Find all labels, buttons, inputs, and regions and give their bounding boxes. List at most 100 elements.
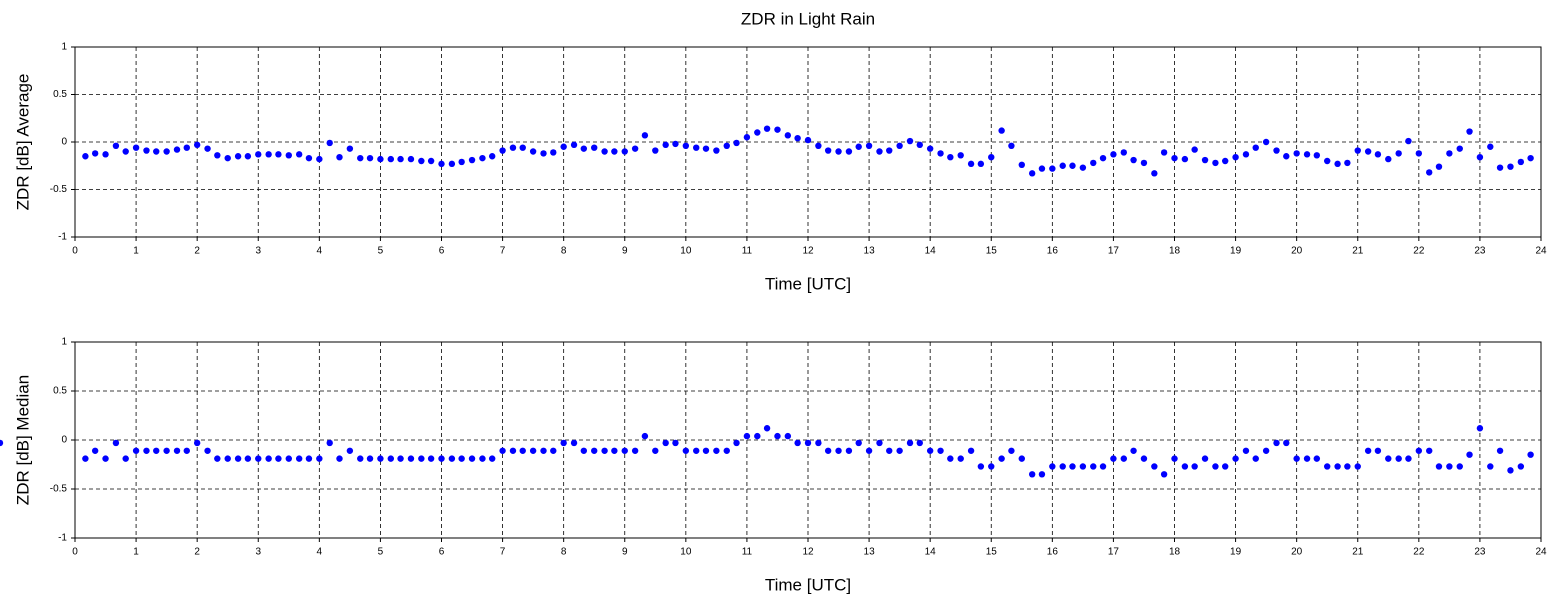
data-point [529, 447, 537, 454]
data-point [1517, 158, 1525, 166]
x-tick-label: 9 [622, 246, 628, 257]
data-point [285, 152, 292, 159]
x-tick-label: 23 [1474, 246, 1486, 257]
x-tick-label: 16 [1047, 547, 1059, 558]
data-point [1232, 154, 1239, 161]
data-point [621, 447, 628, 454]
data-point [458, 455, 465, 462]
data-point [906, 439, 914, 447]
y-tick-label: -1 [58, 533, 67, 544]
data-point [468, 455, 476, 462]
data-point [601, 148, 608, 155]
data-point [1028, 170, 1036, 177]
x-tick-label: 17 [1108, 246, 1120, 257]
y-tick-label: -0.5 [50, 484, 68, 495]
data-point [1354, 463, 1361, 470]
data-point [427, 455, 435, 462]
data-point [682, 447, 690, 454]
data-point [1018, 455, 1025, 462]
data-point [886, 147, 893, 154]
x-tick-label: 17 [1108, 547, 1120, 558]
data-point [295, 151, 303, 158]
data-point [448, 455, 456, 462]
data-point [265, 455, 272, 462]
data-point [845, 148, 853, 155]
data-point [1008, 142, 1015, 149]
data-point [1110, 455, 1117, 462]
data-point [438, 160, 445, 168]
data-point [275, 151, 282, 158]
data-point [580, 145, 588, 152]
data-point [519, 447, 526, 454]
x-axis-label: Time [UTC] [765, 274, 851, 293]
data-point [1303, 151, 1311, 158]
data-point [122, 148, 129, 155]
data-point [519, 144, 526, 151]
x-tick-label: 3 [255, 246, 261, 257]
data-point [1079, 463, 1087, 470]
x-tick-label: 12 [802, 547, 814, 558]
data-point [366, 455, 374, 462]
y-axis-label: ZDR [dB] Median [13, 375, 32, 505]
data-point [733, 139, 740, 147]
y-axis-label: ZDR [dB] Average [13, 74, 32, 211]
data-point [824, 447, 832, 454]
x-tick-label: 23 [1474, 547, 1486, 558]
data-point [1487, 463, 1494, 470]
data-point [1283, 153, 1290, 160]
data-point [988, 154, 995, 161]
x-tick-label: 5 [378, 246, 384, 257]
data-point [326, 139, 333, 147]
data-point [1181, 155, 1189, 163]
x-tick-label: 19 [1230, 246, 1242, 257]
data-point [580, 447, 588, 454]
data-point [926, 447, 934, 454]
data-point [122, 455, 129, 462]
data-point [804, 439, 812, 447]
data-point [1476, 425, 1484, 432]
data-point [377, 155, 384, 163]
data-point [1487, 143, 1494, 150]
data-point [1435, 463, 1443, 470]
data-point [1303, 455, 1311, 462]
x-tick-label: 19 [1230, 547, 1242, 558]
data-point [1140, 455, 1148, 462]
data-point [499, 147, 506, 154]
data-point [1221, 157, 1229, 165]
data-point [550, 447, 557, 454]
data-point [427, 157, 435, 165]
x-tick-label: 1 [133, 246, 139, 257]
data-point [998, 127, 1005, 134]
x-tick-label: 6 [439, 246, 445, 257]
data-point [234, 455, 242, 462]
data-point [1426, 169, 1433, 176]
data-point [1160, 149, 1168, 156]
y-tick-label: 1 [61, 337, 67, 348]
data-point [1212, 463, 1219, 470]
x-tick-label: 5 [378, 547, 384, 558]
data-point [153, 148, 160, 155]
data-point [591, 447, 598, 454]
data-point [1049, 165, 1056, 172]
data-point [1262, 138, 1270, 146]
x-axis-label: Time [UTC] [765, 575, 851, 594]
data-point [937, 447, 944, 454]
data-point [255, 151, 262, 158]
data-point [1008, 447, 1015, 454]
data-point [560, 439, 567, 447]
data-point [631, 447, 639, 454]
data-point [1181, 463, 1189, 470]
data-point [1099, 463, 1107, 470]
data-point [641, 432, 649, 440]
data-point [540, 447, 547, 454]
x-tick-label: 7 [500, 246, 506, 257]
data-point [102, 151, 109, 158]
data-point [397, 455, 404, 462]
data-point [672, 439, 679, 447]
data-point [652, 447, 659, 454]
data-point [183, 144, 190, 151]
data-point [132, 447, 140, 454]
x-tick-label: 7 [500, 547, 506, 558]
x-tick-label: 14 [925, 246, 937, 257]
data-point [1252, 455, 1259, 462]
